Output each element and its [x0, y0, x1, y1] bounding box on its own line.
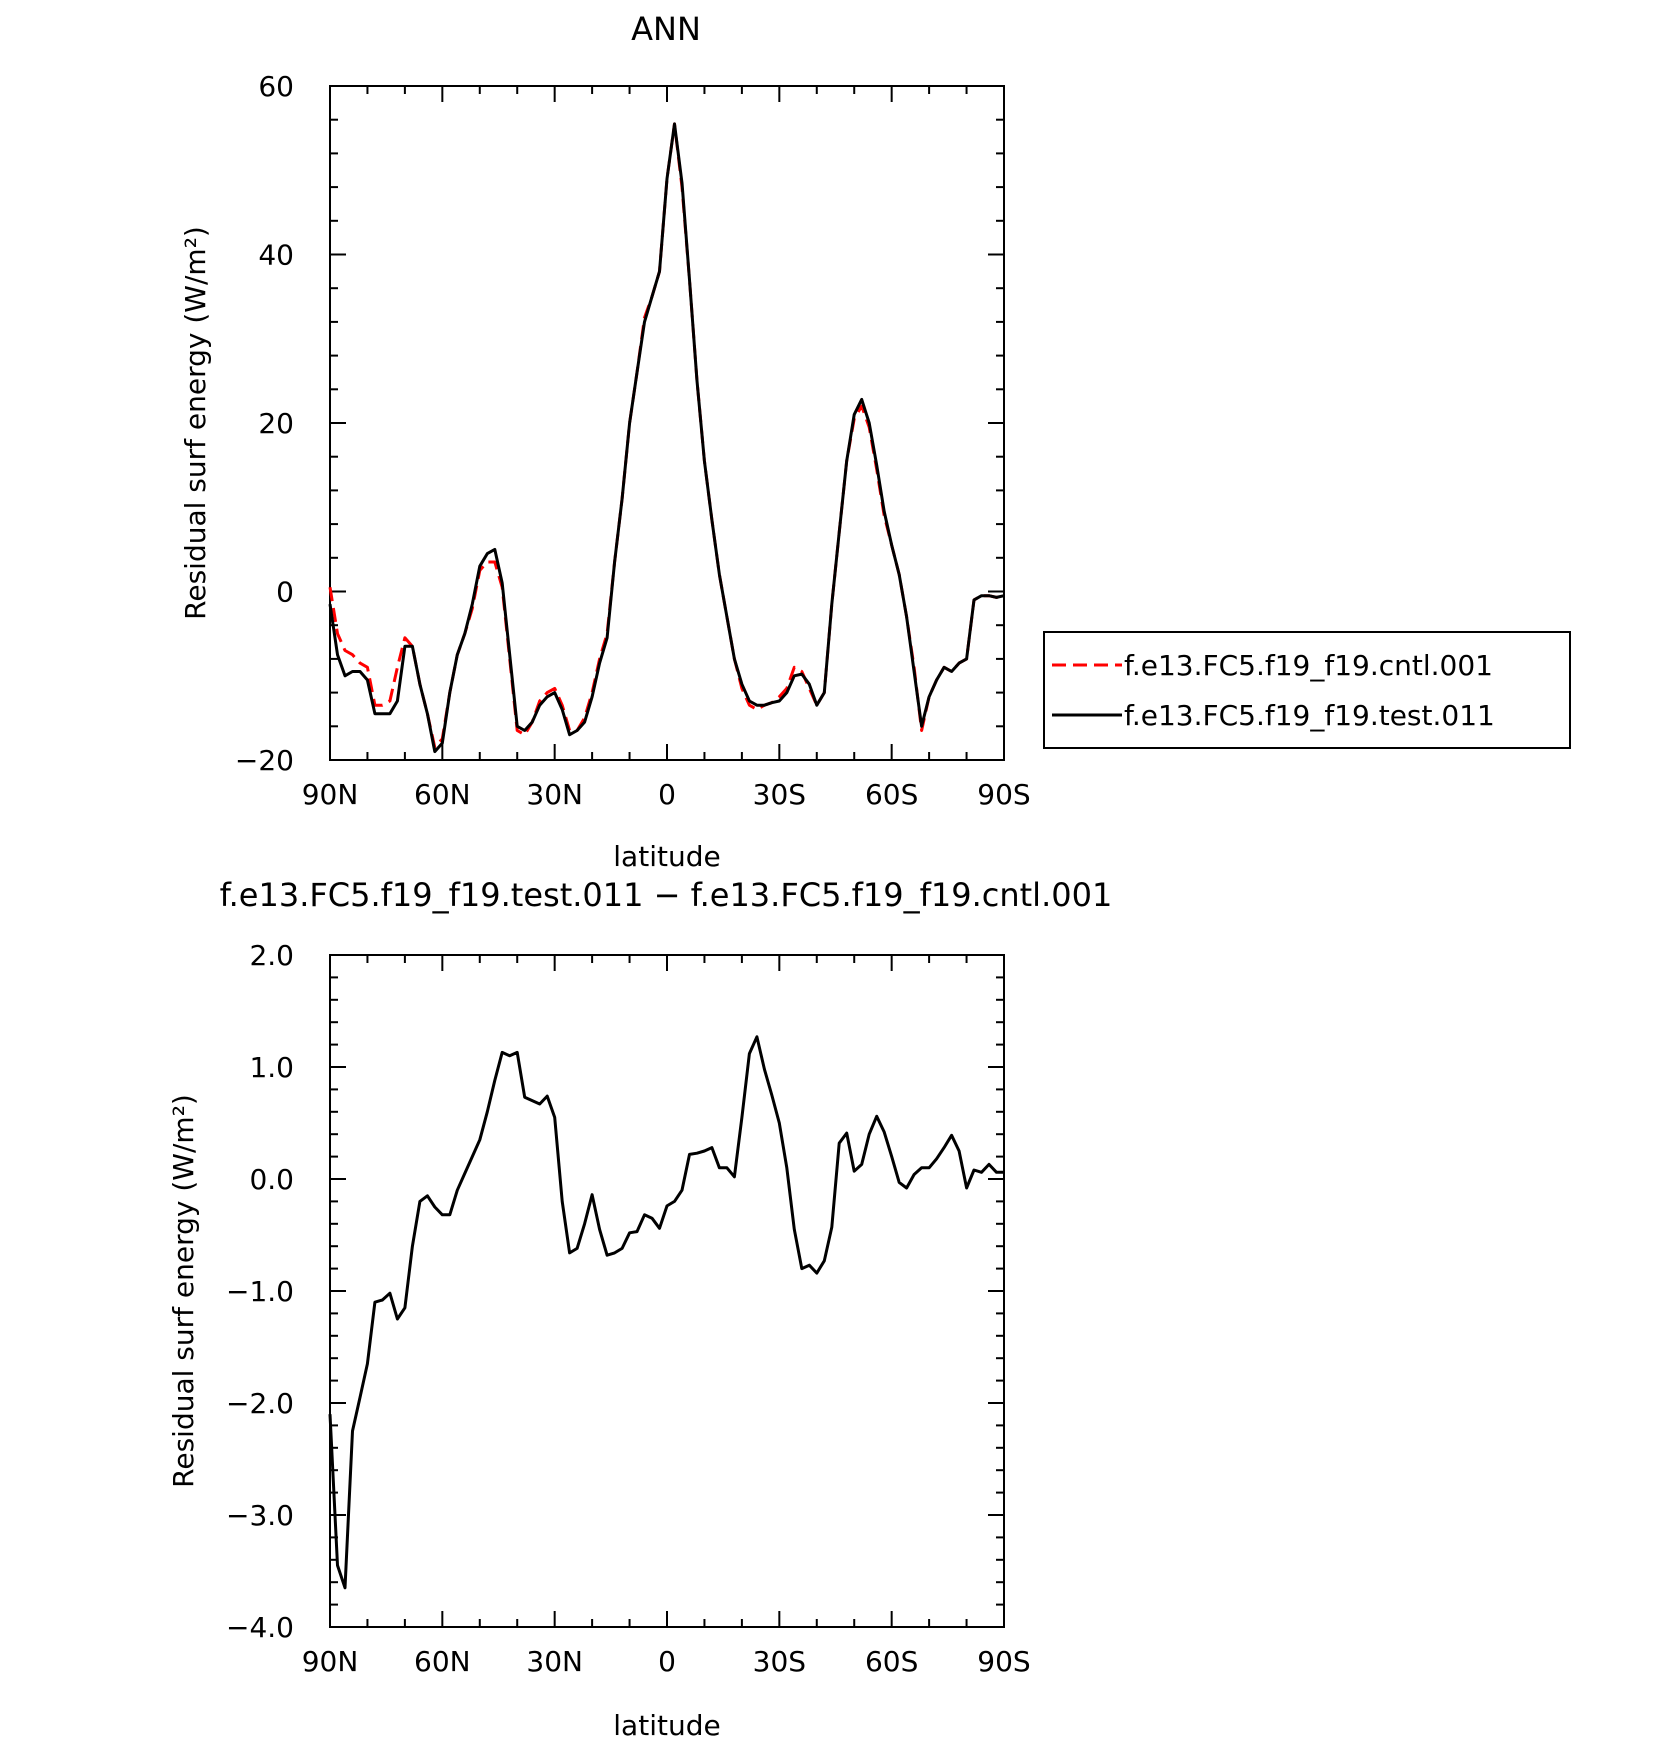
- bottom-xtick-label: 60S: [865, 1645, 918, 1678]
- top-ytick-label: −20: [235, 744, 294, 777]
- top-xaxis-label: latitude: [613, 840, 720, 873]
- chart-top: ANN 60 40 20 0 −20 90N 60N 30N 0 30S 60S 90S latit…: [179, 10, 1571, 873]
- bottom-xtick-label: 90S: [977, 1645, 1030, 1678]
- top-yaxis-label: Residual surf energy (W/m²): [179, 226, 212, 620]
- top-xtick-label: 30S: [753, 778, 806, 811]
- top-ytick-label: 20: [258, 407, 294, 440]
- bottom-tick-marks: [329, 954, 1005, 1628]
- top-xtick-label: 60S: [865, 778, 918, 811]
- top-xtick-label: 90S: [977, 778, 1030, 811]
- bottom-xtick-label: 0: [658, 1645, 676, 1678]
- bottom-xaxis-label: latitude: [613, 1709, 720, 1742]
- bottom-ytick-label: 2.0: [249, 939, 294, 972]
- bottom-chart-title: f.e13.FC5.f19_f19.test.011 − f.e13.FC5.f…: [220, 876, 1113, 914]
- top-ytick-label: 40: [258, 239, 294, 272]
- top-xtick-label: 30N: [526, 778, 583, 811]
- top-series-line-0: [328, 122, 1005, 749]
- top-xtick-labels: 90N 60N 30N 0 30S 60S 90S: [302, 778, 1031, 811]
- legend-box: [1043, 631, 1571, 749]
- bottom-ytick-label: −4.0: [226, 1611, 294, 1644]
- bottom-series-line-0: [328, 1035, 1004, 1590]
- bottom-xtick-label: 30N: [526, 1645, 583, 1678]
- bottom-ytick-label: 1.0: [249, 1051, 294, 1084]
- legend: f.e13.FC5.f19_f19.cntl.001 f.e13.FC5.f19…: [1043, 631, 1571, 749]
- bottom-ytick-label: 0.0: [249, 1163, 294, 1196]
- legend-label-cntl: f.e13.FC5.f19_f19.cntl.001: [1124, 649, 1493, 682]
- top-xtick-label: 90N: [302, 778, 359, 811]
- legend-label-test: f.e13.FC5.f19_f19.test.011: [1124, 699, 1495, 732]
- top-xtick-label: 60N: [414, 778, 471, 811]
- bottom-ytick-labels: 2.0 1.0 0.0 −1.0 −2.0 −3.0 −4.0: [226, 939, 294, 1644]
- bottom-xtick-label: 90N: [302, 1645, 359, 1678]
- bottom-series-lines: [328, 1035, 1004, 1590]
- top-ytick-labels: 60 40 20 0 −20: [235, 70, 294, 777]
- top-ytick-label: 0: [276, 576, 294, 609]
- chart-bottom: f.e13.FC5.f19_f19.test.011 − f.e13.FC5.f…: [167, 876, 1112, 1742]
- bottom-ytick-label: −3.0: [226, 1499, 294, 1532]
- top-series-lines: [328, 122, 1005, 754]
- top-xtick-label: 0: [658, 778, 676, 811]
- bottom-ytick-label: −2.0: [226, 1387, 294, 1420]
- bottom-xtick-labels: 90N 60N 30N 0 30S 60S 90S: [302, 1645, 1031, 1678]
- top-tick-marks: [329, 85, 1005, 761]
- bottom-xtick-label: 60N: [414, 1645, 471, 1678]
- bottom-yaxis-label: Residual surf energy (W/m²): [167, 1094, 200, 1488]
- top-chart-title: ANN: [631, 10, 701, 48]
- top-series-line-1: [328, 122, 1005, 754]
- bottom-ytick-label: −1.0: [226, 1275, 294, 1308]
- bottom-xtick-label: 30S: [753, 1645, 806, 1678]
- bottom-plot-frame: [329, 954, 1005, 1628]
- top-ytick-label: 60: [258, 70, 294, 103]
